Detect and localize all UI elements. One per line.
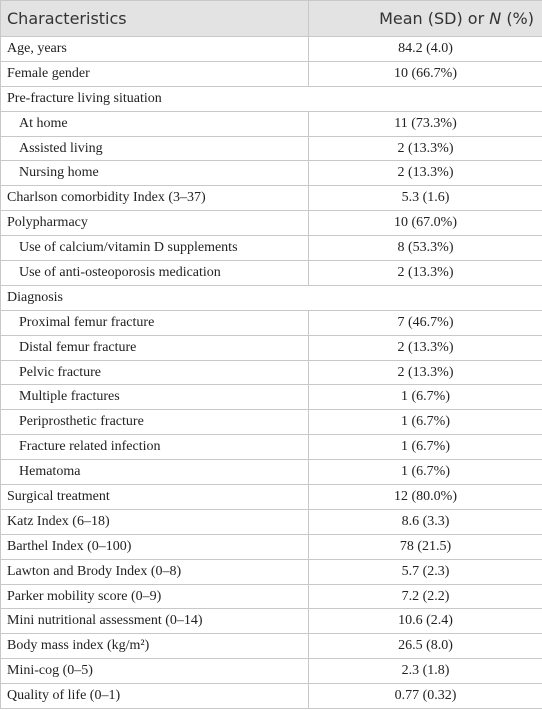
sub-row: Pelvic fracture 2 (13.3%) [0, 359, 542, 386]
label-cell: At home [0, 110, 309, 137]
label-cell: Diagnosis [0, 284, 542, 311]
value-cell: 1 (6.7%) [308, 409, 542, 436]
value-cell: 10 (67.0%) [308, 210, 542, 237]
row: Mini nutritional assessment (0–14) 10.6 (… [0, 608, 542, 635]
label-cell: Multiple fractures [0, 384, 309, 411]
value-cell: 2 (13.3%) [308, 160, 542, 187]
sub-row: Assisted living 2 (13.3%) [0, 135, 542, 162]
value-cell: 11 (73.3%) [308, 110, 542, 137]
value-cell: 5.7 (2.3) [308, 558, 542, 585]
row: Diagnosis [0, 284, 542, 311]
label-cell: Mini nutritional assessment (0–14) [0, 608, 309, 635]
label-cell: Age, years [0, 36, 309, 62]
label-cell: Distal femur fracture [0, 334, 309, 361]
sub-row: Multiple fractures 1 (6.7%) [0, 384, 542, 411]
row: Female gender 10 (66.7%) [0, 60, 542, 87]
label-cell: Pre-fracture living situation [0, 85, 542, 112]
value-cell: 84.2 (4.0) [308, 36, 542, 62]
row: Parker mobility score (0–9) 7.2 (2.2) [0, 583, 542, 610]
label-cell: Body mass index (kg/m²) [0, 633, 309, 660]
header-cell: Characteristics [0, 0, 309, 37]
value-cell: 2 (13.3%) [308, 334, 542, 361]
row: Age, years 84.2 (4.0) [0, 36, 542, 62]
value-cell: 7 (46.7%) [308, 309, 542, 336]
value-cell: 1 (6.7%) [308, 459, 542, 486]
header-row: Characteristics Mean (SD) or N (%) [0, 0, 542, 37]
label-cell: Charlson comorbidity Index (3–37) [0, 185, 309, 212]
label-cell: Quality of life (0–1) [0, 683, 309, 710]
value-cell: 2.3 (1.8) [308, 658, 542, 685]
value-cell: 2 (13.3%) [308, 260, 542, 286]
value-cell: 1 (6.7%) [308, 434, 542, 461]
header-text: (%) [506, 9, 534, 28]
row: Pre-fracture living situation [0, 85, 542, 112]
value-cell: 26.5 (8.0) [308, 633, 542, 660]
value-cell: 78 (21.5) [308, 533, 542, 560]
value-cell: 2 (13.3%) [308, 359, 542, 386]
table-body: Age, years 84.2 (4.0) Female gender 10 (66.… [0, 36, 542, 710]
label-cell: Surgical treatment [0, 484, 309, 510]
sub-row: Periprosthetic fracture 1 (6.7%) [0, 409, 542, 436]
value-cell: 2 (13.3%) [308, 135, 542, 162]
label-cell: Fracture related infection [0, 434, 309, 461]
sub-row: Fracture related infection 1 (6.7%) [0, 434, 542, 461]
value-cell: 1 (6.7%) [308, 384, 542, 411]
sub-row: Distal femur fracture 2 (13.3%) [0, 334, 542, 361]
row: Surgical treatment 12 (80.0%) [0, 484, 542, 510]
row: Polypharmacy 10 (67.0%) [0, 210, 542, 237]
header-text: N [489, 9, 502, 28]
label-cell: Katz Index (6–18) [0, 508, 309, 535]
sub-row: Use of anti-osteoporosis medication 2 (13… [0, 260, 542, 286]
header-cell: Mean (SD) or N (%) [308, 0, 542, 37]
label-cell: Lawton and Brody Index (0–8) [0, 558, 309, 585]
row: Quality of life (0–1) 0.77 (0.32) [0, 683, 542, 710]
label-cell: Nursing home [0, 160, 309, 187]
sub-row: At home 11 (73.3%) [0, 110, 542, 137]
label-cell: Periprosthetic fracture [0, 409, 309, 436]
row: Lawton and Brody Index (0–8) 5.7 (2.3) [0, 558, 542, 585]
label-cell: Pelvic fracture [0, 359, 309, 386]
row: Mini-cog (0–5) 2.3 (1.8) [0, 658, 542, 685]
value-cell: 10 (66.7%) [308, 60, 542, 87]
label-cell: Female gender [0, 60, 309, 87]
label-cell: Proximal femur fracture [0, 309, 309, 336]
label-cell: Use of calcium/vitamin D supplements [0, 235, 309, 262]
label-cell: Barthel Index (0–100) [0, 533, 309, 560]
sub-row: Proximal femur fracture 7 (46.7%) [0, 309, 542, 336]
label-cell: Assisted living [0, 135, 309, 162]
value-cell: 12 (80.0%) [308, 484, 542, 510]
label-cell: Parker mobility score (0–9) [0, 583, 309, 610]
value-cell: 5.3 (1.6) [308, 185, 542, 212]
row: Body mass index (kg/m²) 26.5 (8.0) [0, 633, 542, 660]
sub-row: Nursing home 2 (13.3%) [0, 160, 542, 187]
value-cell: 10.6 (2.4) [308, 608, 542, 635]
label-cell: Mini-cog (0–5) [0, 658, 309, 685]
row: Barthel Index (0–100) 78 (21.5) [0, 533, 542, 560]
value-cell: 8.6 (3.3) [308, 508, 542, 535]
value-cell: 7.2 (2.2) [308, 583, 542, 610]
row: Katz Index (6–18) 8.6 (3.3) [0, 508, 542, 535]
sub-row: Use of calcium/vitamin D supplements 8 (5… [0, 235, 542, 262]
header-text: Mean (SD) or [379, 9, 485, 28]
label-cell: Polypharmacy [0, 210, 309, 237]
row: Charlson comorbidity Index (3–37) 5.3 (1.… [0, 185, 542, 212]
label-cell: Use of anti-osteoporosis medication [0, 260, 309, 286]
value-cell: 8 (53.3%) [308, 235, 542, 262]
value-cell: 0.77 (0.32) [308, 683, 542, 710]
label-cell: Hematoma [0, 459, 309, 486]
sub-row: Hematoma 1 (6.7%) [0, 459, 542, 486]
